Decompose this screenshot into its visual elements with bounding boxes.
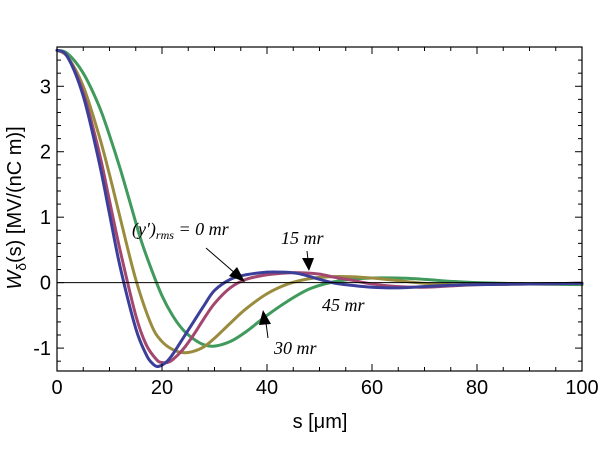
annotation-45mr: 45 mr [322, 295, 365, 315]
x-tick-label: 20 [151, 377, 173, 399]
annotation-layer: (y′)rms = 0 mr 15 mr 30 mr 45 mr [132, 219, 365, 358]
arrow-30mr-shaft [265, 322, 269, 339]
annotation-0mr-prefix: (y′) [132, 219, 156, 240]
x-axis-title: s [μm] [293, 411, 348, 433]
arrow-15mr-head [302, 258, 314, 271]
series-line-30mr [55, 48, 584, 355]
annotation-0mr: (y′)rms = 0 mr [132, 219, 230, 242]
x-tick-label: 80 [466, 377, 488, 399]
x-tick-label: 0 [51, 377, 62, 399]
series-line-0mr [55, 48, 584, 369]
annotation-0mr-suffix: = 0 mr [174, 219, 230, 239]
arrow-0mr-head [229, 267, 245, 282]
annotation-0mr-sub: rms [156, 228, 174, 242]
y-axis-title-sub: δ [13, 263, 29, 271]
series-line-45mr [55, 48, 584, 348]
x-tick-label: 60 [361, 377, 383, 399]
annotation-30mr: 30 mr [273, 338, 317, 358]
y-tick-label: 1 [40, 207, 51, 229]
y-tick-label: 3 [40, 76, 51, 98]
x-tick-label: 100 [565, 377, 598, 399]
x-tick-label: 40 [256, 377, 278, 399]
y-tick-label: 2 [40, 142, 51, 164]
y-axis-title-rest: (s) [MV/(nC m)] [4, 126, 26, 263]
y-axis-title: Wδ(s) [MV/(nC m)] [4, 126, 29, 289]
y-tick-label: -1 [33, 338, 51, 360]
arrow-30mr-head [259, 310, 271, 325]
series-layer [55, 48, 584, 369]
arrow-0mr-shaft [205, 247, 237, 275]
y-tick-label: 0 [40, 273, 51, 295]
y-axis-title-w: W [4, 269, 26, 290]
annotation-15mr: 15 mr [281, 228, 324, 248]
